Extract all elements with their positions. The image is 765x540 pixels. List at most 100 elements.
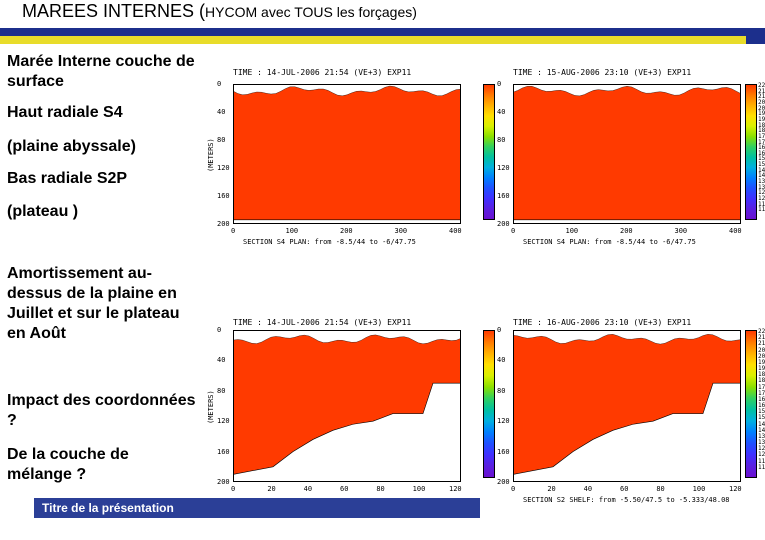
colorbar-label: 11.5 [758, 457, 765, 465]
y-tick-label: 0 [217, 80, 222, 88]
colorbar-label: 14 [758, 172, 765, 180]
colorbar-label: 13.5 [758, 178, 765, 186]
bathymetry [233, 219, 461, 224]
colorbar-label: 15 [758, 414, 765, 422]
y-tick-label: 160 [497, 192, 510, 200]
colorbar-label: 19 [758, 115, 765, 123]
colorbar-label: 15.5 [758, 408, 765, 416]
plot-frame [513, 84, 741, 224]
contour-band [513, 86, 741, 224]
y-tick-label: 40 [497, 108, 506, 116]
bathymetry [513, 219, 741, 224]
section-caption: SECTION S2 SHELF: from -5.50/47.5 to -5.… [523, 496, 730, 504]
plot-field [513, 330, 741, 482]
colorbar-label: 13 [758, 183, 765, 191]
x-tick-label: 100 [565, 227, 579, 235]
x-tick-label: 200 [340, 227, 353, 235]
plot-time-header: TIME : 16-AUG-2006 23:10 (VE+3) EXP11 [513, 318, 692, 327]
bathymetry [513, 382, 741, 482]
colorbar-label: 21.5 [758, 87, 765, 95]
plot-field [233, 330, 461, 482]
header-stripe-yellow [0, 36, 748, 44]
y-tick-label: 40 [497, 356, 506, 365]
side-text-1: Marée Interne couche de surface [7, 53, 195, 90]
colorbar-label: 16.5 [758, 395, 765, 403]
plot-field [513, 84, 741, 224]
colorbar-label: 19.5 [758, 110, 765, 118]
colorbar-label: 20.5 [758, 346, 765, 354]
section-plot-3: TIME : 14-JUL-2006 21:54 (VE+3) EXP11 (ME… [205, 312, 511, 524]
x-tick-label: 0 [511, 227, 516, 235]
colorbar-strip [483, 84, 495, 220]
y-tick-label: 160 [217, 192, 230, 200]
title-bar: MAREES INTERNES (HYCOM avec TOUS les for… [0, 0, 765, 26]
contour-line [513, 334, 741, 345]
x-tick-label: 200 [620, 227, 633, 235]
colorbar-label: 18.5 [758, 121, 765, 129]
colorbar-label: 16 [758, 149, 765, 157]
plot-frame [513, 330, 741, 482]
x-tick-label: 0 [231, 485, 236, 493]
x-tick-label: 20 [267, 485, 276, 493]
colorbar-label: 20.5 [758, 98, 765, 106]
y-tick-label: 0 [497, 326, 502, 334]
x-tick-label: 120 [729, 485, 742, 493]
side-text-6: Amortissement au-dessus de la plaine en … [7, 265, 180, 342]
header-stripe-blue [0, 28, 748, 36]
y-tick-label: 0 [217, 326, 222, 334]
colorbar-label: 17.5 [758, 383, 765, 391]
colorbar-label: 22 [758, 82, 765, 89]
header-stripe-right [746, 28, 765, 44]
colorbar-label: 11 [758, 206, 765, 214]
section-plot-1: TIME : 14-JUL-2006 21:54 (VE+3) EXP11 (ME… [205, 62, 511, 266]
plot-time-header: TIME : 14-JUL-2006 21:54 (VE+3) EXP11 [233, 68, 412, 77]
x-tick-label: 300 [394, 227, 408, 235]
colorbar-label: 17.5 [758, 132, 765, 140]
colorbar-label: 12.5 [758, 189, 765, 197]
contour-line [233, 334, 461, 345]
colorbar-label: 18 [758, 127, 765, 135]
colorbar-label: 21.5 [758, 334, 765, 342]
title-main: MAREES INTERNES ( [22, 1, 206, 21]
x-tick-label: 60 [620, 485, 629, 493]
contour-band [233, 86, 461, 224]
colorbar-label: 15.5 [758, 155, 765, 163]
y-tick-label: 120 [217, 164, 230, 172]
side-text-5: (plateau ) [7, 203, 79, 220]
y-tick-label: 120 [497, 417, 510, 426]
x-tick-label: 400 [449, 227, 462, 235]
colorbar-label: 16.5 [758, 144, 765, 152]
colorbar-strip [745, 84, 757, 220]
title-sub: HYCOM avec TOUS les forçages) [205, 4, 417, 20]
y-tick-label: 40 [217, 108, 226, 116]
x-tick-label: 20 [547, 485, 556, 493]
y-tick-label: 160 [217, 447, 230, 456]
colorbar-label: 17 [758, 138, 765, 146]
y-tick-label: 160 [497, 447, 510, 456]
y-tick-label: 120 [497, 164, 510, 172]
plot-time-header: TIME : 14-JUL-2006 21:54 (VE+3) EXP11 [233, 318, 412, 327]
plot-time-header: TIME : 15-AUG-2006 23:10 (VE+3) EXP11 [513, 68, 692, 77]
footer-bar: Titre de la présentation [34, 498, 480, 518]
side-text-2: Haut radiale S4 [7, 104, 123, 121]
colorbar-label: 17 [758, 389, 765, 397]
colorbar-label: 12.5 [758, 445, 765, 453]
x-tick-label: 80 [656, 485, 665, 493]
colorbar-strip [483, 330, 495, 478]
y-tick-label: 80 [497, 386, 506, 395]
side-text-7: Impact des coordonnées ? [7, 392, 196, 429]
plot-y-axis-label: (METERS) [207, 138, 215, 172]
colorbar-label: 22 [758, 328, 765, 335]
y-tick-label: 200 [217, 478, 230, 486]
colorbar-label: 11 [758, 463, 765, 471]
plot-frame [233, 84, 461, 224]
x-tick-label: 100 [692, 485, 706, 493]
colorbar-label: 18 [758, 377, 765, 385]
colorbar-label: 16 [758, 402, 765, 410]
colorbar-label: 20 [758, 352, 765, 360]
plot-field [233, 84, 461, 224]
x-tick-label: 100 [412, 485, 426, 493]
colorbar-label: 14 [758, 426, 765, 434]
x-tick-label: 60 [340, 485, 349, 493]
page-title: MAREES INTERNES (HYCOM avec TOUS les for… [22, 1, 417, 22]
